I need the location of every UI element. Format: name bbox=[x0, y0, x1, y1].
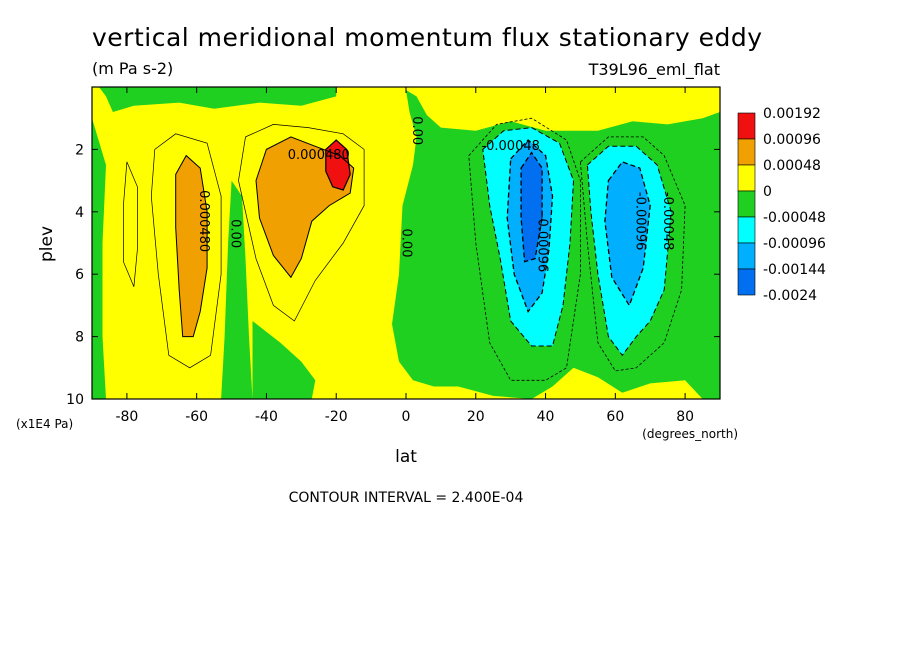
contour-pos-sp bbox=[123, 161, 138, 287]
region-neg3-b bbox=[604, 161, 651, 306]
contour-label: 0.000480 bbox=[196, 190, 211, 252]
x-tick-label: 0 bbox=[402, 409, 411, 425]
chart-title: vertical meridional momentum flux statio… bbox=[92, 23, 763, 52]
colorbar-label: -0.00144 bbox=[763, 262, 826, 278]
x-axis-label: lat bbox=[395, 447, 417, 467]
x-tick-label: -80 bbox=[115, 409, 138, 425]
contour-label: 0.000480 bbox=[288, 148, 350, 163]
contour-pos-a-1 bbox=[175, 154, 208, 338]
region-neg-sp bbox=[92, 118, 106, 399]
y-units-label: (x1E4 Pa) bbox=[16, 417, 73, 431]
region-neg-low bbox=[252, 321, 316, 399]
contour-label: -0.00096 bbox=[535, 214, 550, 272]
y-tick-label: 6 bbox=[75, 267, 84, 283]
contour-neg-a-3 bbox=[520, 151, 543, 263]
contour-label: 0.00 bbox=[228, 219, 243, 248]
colorbar-label: -0.00048 bbox=[763, 210, 826, 226]
units-label: (m Pa s-2) bbox=[92, 59, 173, 78]
x-tick-label: 20 bbox=[467, 409, 485, 425]
region-neg-tongue bbox=[221, 180, 253, 399]
x-tick-label: 40 bbox=[537, 409, 555, 425]
contour-neg-b-outer bbox=[579, 136, 686, 372]
contour-pos-b-outer bbox=[238, 124, 365, 322]
contour-interval: CONTOUR INTERVAL = 2.400E-04 bbox=[289, 490, 524, 506]
colorbar-swatch bbox=[737, 242, 756, 270]
y-axis-label: plev bbox=[37, 226, 57, 262]
colorbar-label: 0 bbox=[763, 184, 772, 200]
y-tick-label: 4 bbox=[75, 205, 84, 221]
region-pos2-a bbox=[175, 155, 208, 337]
colorbar-label: 0.00048 bbox=[763, 158, 821, 174]
y-tick-label: 2 bbox=[75, 142, 84, 158]
contour-label: 0.00 bbox=[399, 229, 414, 258]
x-tick-label: -20 bbox=[325, 409, 348, 425]
contour-label: -0.00048 bbox=[481, 139, 539, 154]
contour-label: 0.00 bbox=[409, 116, 424, 145]
colorbar: 0.00192 0.00096 0.00048 0 -0.00048 -0.00096 -0… bbox=[737, 106, 826, 304]
x-tick-label: 80 bbox=[676, 409, 694, 425]
x-axis: -80 -60 -40 -20 0 20 40 60 80 bbox=[115, 87, 694, 425]
x-tick-label: -60 bbox=[185, 409, 208, 425]
y-axis: 2 4 6 8 10 bbox=[66, 142, 720, 408]
colorbar-label: 0.00096 bbox=[763, 132, 821, 148]
colorbar-swatch bbox=[737, 190, 756, 218]
colorbar-label: -0.00096 bbox=[763, 236, 826, 252]
contour-pos-b-1 bbox=[255, 136, 355, 279]
contour-label: -0.00096 bbox=[632, 192, 647, 250]
contour-neg-a-outer bbox=[468, 117, 581, 381]
colorbar-label: 0.00192 bbox=[763, 106, 821, 122]
contour-labels: 0.000480 0.000480 0.00 0.00 0.00 -0.00048 -0.0… bbox=[196, 116, 675, 272]
run-label: T39L96_eml_flat bbox=[588, 60, 720, 80]
region-neg-top bbox=[99, 87, 337, 112]
x-tick-label: 60 bbox=[606, 409, 624, 425]
y-tick-label: 10 bbox=[66, 392, 84, 408]
contour-neg-a-1 bbox=[482, 127, 575, 347]
colorbar-swatch bbox=[737, 164, 756, 192]
contour-label: -0.00048 bbox=[660, 192, 675, 250]
x-tick-label: -40 bbox=[255, 409, 278, 425]
colorbar-label: -0.0024 bbox=[763, 288, 817, 304]
x-units-label: (degrees_north) bbox=[642, 427, 738, 441]
colorbar-swatch bbox=[737, 216, 756, 244]
y-tick-label: 8 bbox=[75, 330, 84, 346]
plot-area bbox=[92, 87, 720, 399]
colorbar-swatch bbox=[737, 268, 756, 296]
contour-neg-b-1 bbox=[586, 145, 672, 357]
contour-pos-a-outer bbox=[150, 133, 222, 369]
region-neg4-a bbox=[521, 152, 543, 262]
colorbar-swatch bbox=[737, 112, 756, 140]
contour-pos-b-2 bbox=[325, 139, 351, 191]
colorbar-swatch bbox=[737, 138, 756, 166]
